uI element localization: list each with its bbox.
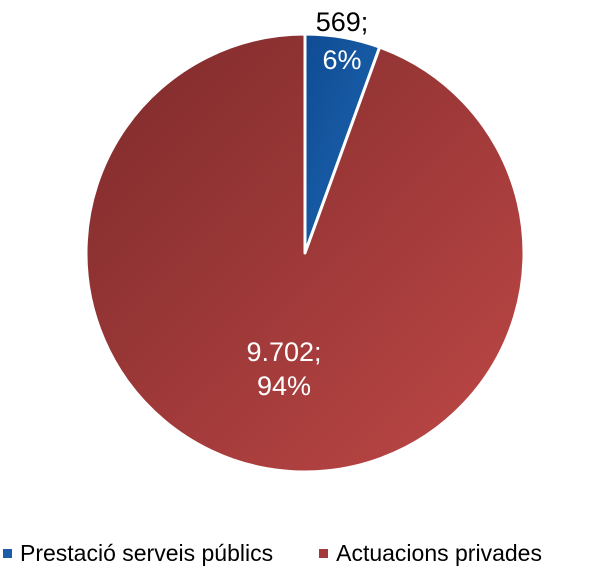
legend-swatch-actuacions [319,548,329,558]
pie-slice-actuacions [84,32,526,474]
legend-item-prestacio: Prestació serveis públics [3,540,273,567]
pie-labels: 569; 6% 9.702; 94% [246,7,368,401]
legend-item-actuacions: Actuacions privades [319,540,542,567]
legend-label-actuacions: Actuacions privades [336,539,542,566]
legend-swatch-prestacio [3,548,12,558]
chart-legend: Prestació serveis públics Actuacions pri… [0,535,616,571]
slice-label-value-prestacio: 569; [316,7,369,37]
legend-label-prestacio: Prestació serveis públics [20,539,274,566]
slice-label-value-actuacions: 9.702; [246,337,321,367]
slice-label-percent-actuacions: 94% [257,371,311,401]
pie-slices [84,32,526,474]
slice-label-percent-prestacio: 6% [322,45,361,75]
